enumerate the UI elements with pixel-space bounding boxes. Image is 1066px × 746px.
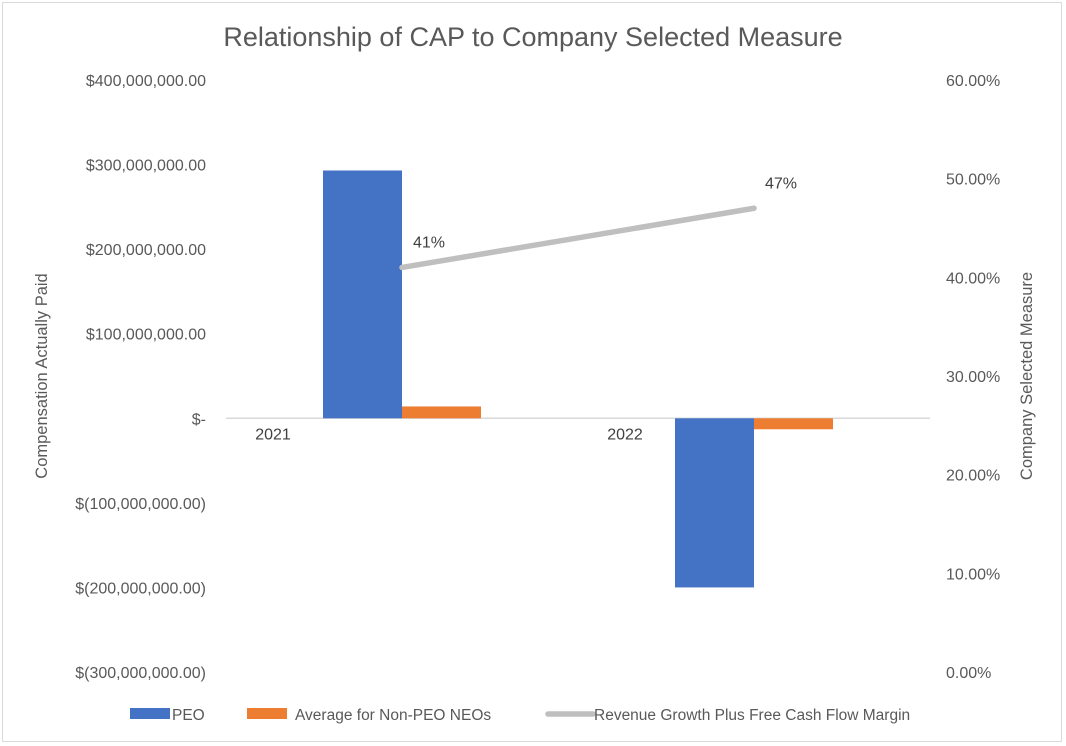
y-tick-label: $(100,000,000.00) bbox=[75, 496, 206, 513]
bar-peo-2021 bbox=[323, 170, 402, 419]
line-point bbox=[751, 205, 757, 211]
y2-tick-label: 40.00% bbox=[946, 270, 1000, 287]
category-label: 2022 bbox=[607, 426, 643, 443]
bar-average-for-non-peo-neos-2021 bbox=[402, 406, 481, 419]
y2-tick-label: 50.00% bbox=[946, 172, 1000, 189]
y-tick-label: $100,000,000.00 bbox=[86, 327, 206, 344]
legend-swatch bbox=[130, 708, 170, 719]
y-axis-title: Compensation Actually Paid bbox=[33, 273, 51, 478]
y2-tick-label: 20.00% bbox=[946, 468, 1000, 485]
chart-title: Relationship of CAP to Company Selected … bbox=[223, 22, 842, 52]
y-tick-label: $300,000,000.00 bbox=[86, 158, 206, 175]
series-line-revenue-growth-plus-free-cash-flow-margin bbox=[399, 205, 757, 271]
y-tick-label: $- bbox=[192, 411, 206, 428]
legend-swatch bbox=[247, 708, 287, 719]
data-label: 47% bbox=[765, 175, 797, 192]
category-label: 2021 bbox=[255, 426, 291, 443]
y2-axis-title: Company Selected Measure bbox=[1018, 272, 1036, 480]
y-tick-label: $(300,000,000.00) bbox=[75, 665, 206, 682]
y-tick-label: $400,000,000.00 bbox=[86, 73, 206, 90]
legend-label: Revenue Growth Plus Free Cash Flow Margi… bbox=[594, 707, 910, 724]
bar-average-for-non-peo-neos-2022 bbox=[754, 418, 833, 430]
y-tick-label: $(200,000,000.00) bbox=[75, 580, 206, 597]
legend-label: Average for Non-PEO NEOs bbox=[295, 707, 491, 724]
y2-tick-label: 30.00% bbox=[946, 369, 1000, 386]
y2-tick-label: 10.00% bbox=[946, 566, 1000, 583]
data-label: 41% bbox=[413, 234, 445, 251]
legend-label: PEO bbox=[172, 707, 205, 724]
bar-peo-2022 bbox=[675, 418, 754, 588]
y-tick-label: $200,000,000.00 bbox=[86, 242, 206, 259]
y2-tick-label: 60.00% bbox=[946, 73, 1000, 90]
line-point bbox=[399, 264, 405, 270]
y2-tick-label: 0.00% bbox=[946, 665, 991, 682]
